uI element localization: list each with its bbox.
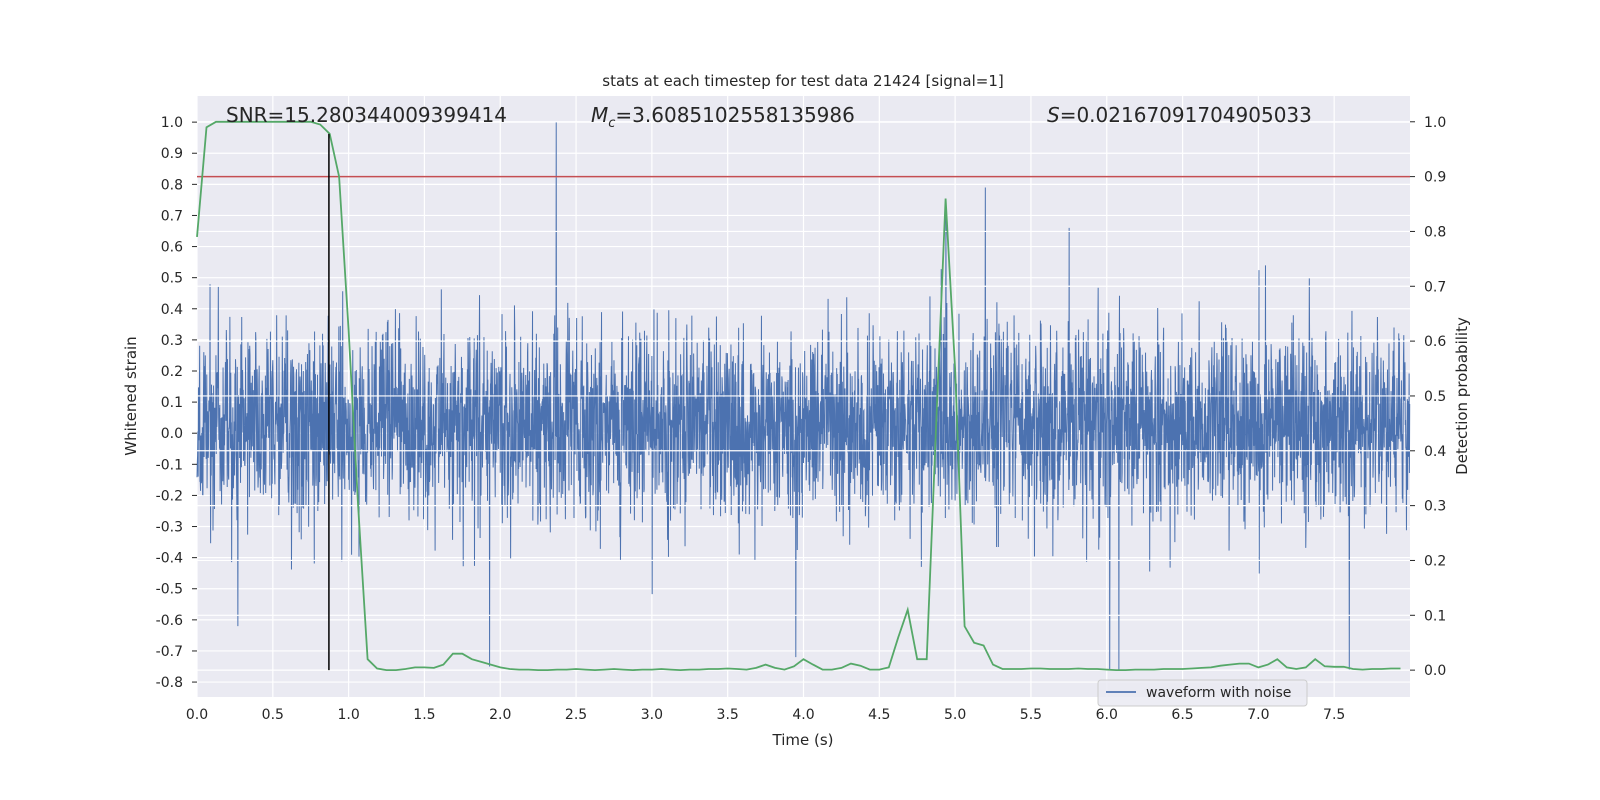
y-tick-label: 0.1 (161, 395, 183, 411)
y-ticks-left: -0.8 -0.7 -0.6 -0.5 -0.4 -0.3 -0.2 -0.1 0.0 0.1 0.… (156, 115, 197, 691)
x-tick-label: 4.5 (868, 707, 890, 723)
mc-subscript: c (608, 116, 615, 131)
x-tick-label: 0.0 (186, 707, 208, 723)
probability-line (196, 120, 1401, 672)
x-tick-label: 3.5 (717, 707, 739, 723)
s-symbol: S (1047, 103, 1060, 127)
y-tick-label: -0.7 (156, 644, 183, 660)
x-ticks: 0.0 0.5 1.0 1.5 2.0 2.5 3.0 3.5 4.0 4.5 5.0 5.5 6.0 6… (186, 707, 1345, 723)
y-axis-label: Whitened strain (122, 336, 140, 455)
x-tick-label: 1.5 (413, 707, 435, 723)
y-right-tick-label: 0.4 (1424, 444, 1446, 460)
y-right-tick-label: 0.7 (1424, 279, 1446, 295)
x-tick-label: 5.5 (1020, 707, 1042, 723)
y-tick-label: 0.9 (161, 146, 183, 162)
y-tick-label: 0.3 (161, 333, 183, 349)
x-tick-label: 3.0 (641, 707, 663, 723)
y-tick-label: 0.8 (161, 177, 183, 193)
y-right-tick-label: 0.2 (1424, 553, 1446, 569)
y-tick-label: 0.0 (161, 426, 183, 442)
y-right-tick-label: 0.3 (1424, 499, 1446, 515)
s-value: =0.02167091704905033 (1060, 103, 1312, 127)
y-tick-label: 0.4 (161, 302, 183, 318)
y-right-tick-label: 0.5 (1424, 389, 1446, 405)
y-tick-label: -0.6 (156, 613, 183, 629)
y-ticks-right: 0.0 0.1 0.2 0.3 0.4 0.5 0.6 0.7 0.8 0.9 1.0 (1410, 115, 1446, 679)
y-tick-label: -0.2 (156, 488, 183, 504)
y-tick-label: 0.2 (161, 364, 183, 380)
y-tick-label: 0.6 (161, 240, 183, 256)
legend-label: waveform with noise (1146, 685, 1291, 701)
x-tick-label: 2.0 (489, 707, 511, 723)
mc-value: =3.6085102558135986 (615, 103, 854, 127)
y-tick-label: -0.1 (156, 457, 183, 473)
x-tick-label: 0.5 (262, 707, 284, 723)
y-tick-label: -0.4 (156, 551, 183, 567)
x-tick-label: 1.0 (337, 707, 359, 723)
legend-box (1097, 679, 1308, 707)
x-tick-label: 4.0 (792, 707, 814, 723)
x-tick-label: 7.0 (1247, 707, 1269, 723)
x-tick-label: 6.0 (1096, 707, 1118, 723)
y-tick-label: 0.7 (161, 208, 183, 224)
y-right-tick-label: 0.9 (1424, 170, 1446, 186)
y-tick-label: 1.0 (161, 115, 183, 131)
chart-title: stats at each timestep for test data 214… (602, 72, 1003, 90)
y-tick-label: -0.3 (156, 520, 183, 536)
y-tick-label: -0.5 (156, 582, 183, 598)
s-annotation: S=0.02167091704905033 (1047, 103, 1312, 127)
y-right-tick-label: 0.1 (1424, 608, 1446, 624)
snr-annotation: SNR=15.280344009399414 (226, 103, 507, 127)
y-right-tick-label: 0.8 (1424, 224, 1446, 240)
legend: waveform with noise (1097, 679, 1308, 707)
y-axis-right-label: Detection probability (1453, 317, 1471, 475)
x-tick-label: 7.5 (1323, 707, 1345, 723)
y-tick-label: -0.8 (156, 675, 183, 691)
x-tick-label: 6.5 (1171, 707, 1193, 723)
x-tick-label: 5.0 (944, 707, 966, 723)
y-right-tick-label: 0.0 (1424, 663, 1446, 679)
y-tick-label: 0.5 (161, 271, 183, 287)
waveform-line (196, 122, 1411, 670)
x-axis-label: Time (s) (772, 731, 834, 749)
mc-symbol: M (591, 103, 608, 127)
y-right-tick-label: 0.6 (1424, 334, 1446, 350)
chirp-mass-annotation: Mc=3.6085102558135986 (591, 103, 855, 131)
x-tick-label: 2.5 (565, 707, 587, 723)
y-right-tick-label: 1.0 (1424, 115, 1446, 131)
